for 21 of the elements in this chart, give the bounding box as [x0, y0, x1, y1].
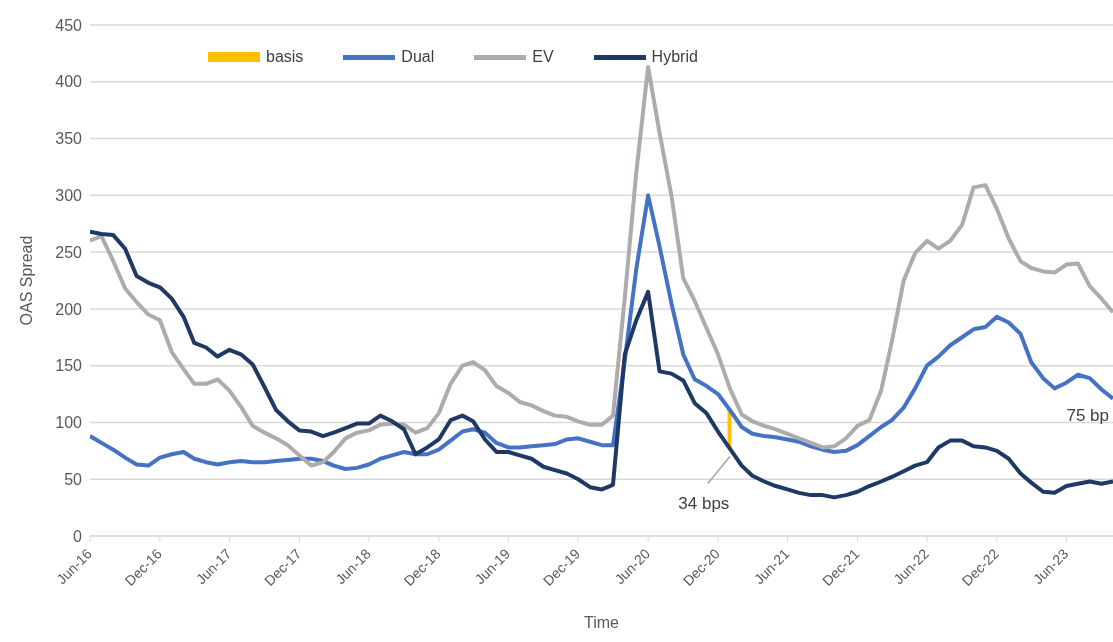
y-tick-label: 150 — [55, 357, 83, 375]
legend-label: Dual — [401, 48, 435, 66]
x-axis-title: Time — [584, 614, 620, 631]
y-tick-label: 0 — [73, 527, 83, 545]
y-axis-title: OAS Spread — [17, 235, 35, 326]
legend-label: Hybrid — [651, 48, 698, 66]
y-tick-label: 100 — [55, 414, 83, 432]
line-series — [90, 65, 1113, 468]
callout-leader: 34 bps — [678, 455, 731, 513]
annotation: 75 bp — [1066, 406, 1109, 426]
line-series — [90, 193, 1113, 471]
y-tick-label: 400 — [55, 73, 83, 91]
annotation: 34 bps — [678, 493, 730, 513]
legend-label: EV — [532, 48, 554, 66]
legend-label: basis — [266, 48, 304, 66]
y-tick-label: 250 — [55, 243, 83, 261]
y-tick-label: 350 — [55, 130, 83, 148]
y-tick-label: 50 — [64, 470, 83, 488]
y-tick-label: 200 — [55, 300, 83, 318]
y-tick-label: 450 — [55, 16, 83, 34]
y-tick-label: 300 — [55, 187, 83, 205]
